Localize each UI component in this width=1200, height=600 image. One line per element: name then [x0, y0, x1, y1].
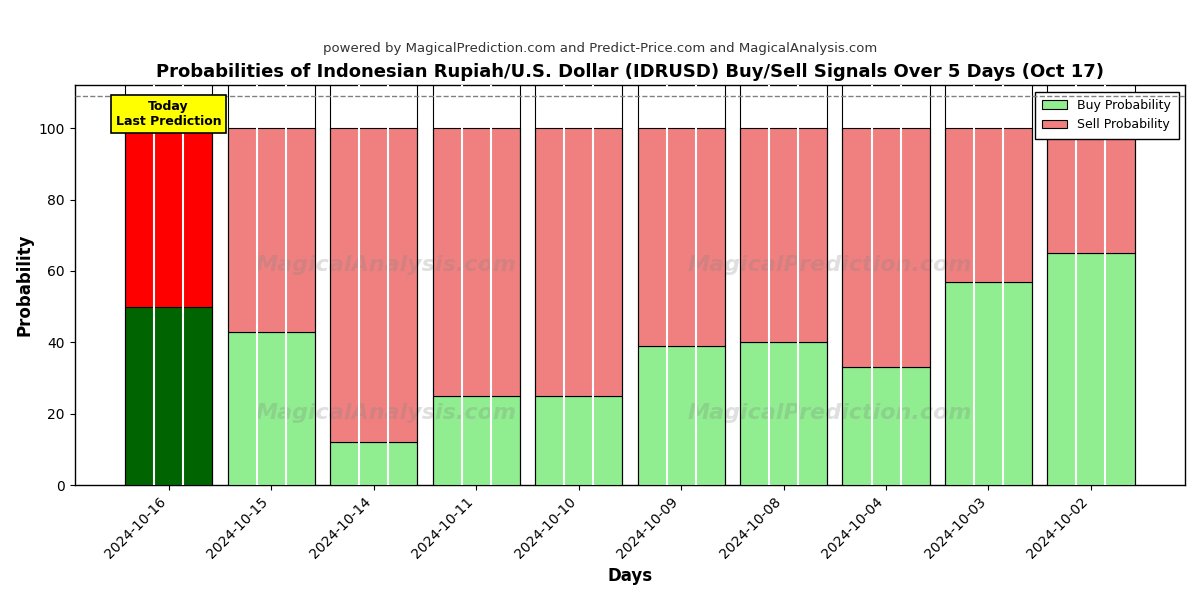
- Text: MagicalPrediction.com: MagicalPrediction.com: [688, 403, 972, 423]
- Legend: Buy Probability, Sell Probability: Buy Probability, Sell Probability: [1034, 92, 1178, 139]
- Bar: [125, 128, 212, 307]
- Bar: [637, 128, 725, 346]
- Text: Today
Last Prediction: Today Last Prediction: [116, 100, 222, 128]
- Bar: [228, 128, 314, 332]
- Bar: [842, 367, 930, 485]
- Bar: [330, 442, 418, 485]
- Bar: [1048, 128, 1134, 253]
- Bar: [842, 128, 930, 367]
- Bar: [330, 128, 418, 442]
- Bar: [944, 281, 1032, 485]
- Bar: [535, 396, 622, 485]
- Title: Probabilities of Indonesian Rupiah/U.S. Dollar (IDRUSD) Buy/Sell Signals Over 5 : Probabilities of Indonesian Rupiah/U.S. …: [156, 63, 1104, 81]
- Text: MagicalPrediction.com: MagicalPrediction.com: [688, 255, 972, 275]
- Bar: [944, 128, 1032, 281]
- Text: MagicalAnalysis.com: MagicalAnalysis.com: [256, 403, 516, 423]
- Bar: [740, 128, 827, 343]
- Bar: [432, 396, 520, 485]
- Bar: [228, 332, 314, 485]
- Bar: [125, 307, 212, 485]
- Text: MagicalAnalysis.com: MagicalAnalysis.com: [256, 255, 516, 275]
- Bar: [637, 346, 725, 485]
- X-axis label: Days: Days: [607, 567, 653, 585]
- Text: powered by MagicalPrediction.com and Predict-Price.com and MagicalAnalysis.com: powered by MagicalPrediction.com and Pre…: [323, 42, 877, 55]
- Bar: [740, 343, 827, 485]
- Bar: [432, 128, 520, 396]
- Y-axis label: Probability: Probability: [16, 234, 34, 337]
- Bar: [535, 128, 622, 396]
- Bar: [1048, 253, 1134, 485]
